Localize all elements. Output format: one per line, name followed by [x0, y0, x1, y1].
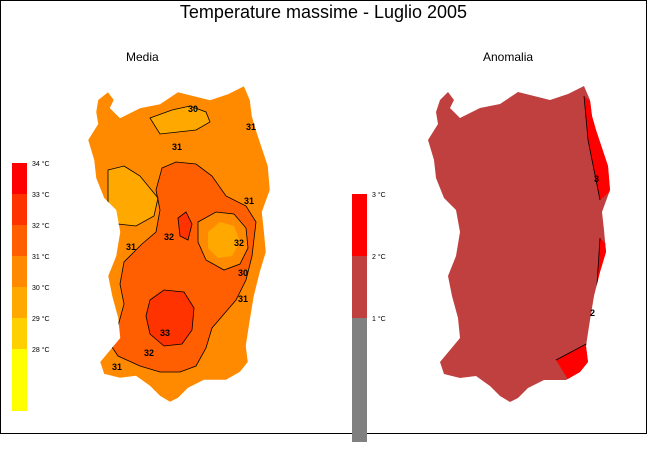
contour-label: 30: [188, 104, 198, 114]
contour-label: 31: [112, 362, 122, 372]
legend-swatch: [352, 380, 367, 442]
legend-label: 33 °C: [32, 191, 50, 199]
anomalia-legend: 3 °C 2 °C 1 °C: [352, 191, 386, 442]
legend-swatch: [12, 256, 27, 287]
media-panel-label: Media: [126, 50, 159, 64]
legend-label: 1 °C: [372, 315, 386, 323]
contour-label: 33: [160, 328, 170, 338]
contour-label: 31: [244, 196, 254, 206]
legend-label: 31 °C: [32, 253, 50, 261]
zone-33-center: [178, 212, 192, 240]
anomalia-map: 3 2: [428, 86, 610, 402]
contour-label: 31: [246, 122, 256, 132]
contour-label: 31: [126, 242, 136, 252]
contour-label: 32: [234, 238, 244, 248]
legend-swatch: [352, 194, 367, 256]
legend-label: 34 °C: [32, 160, 50, 168]
media-island-outline: [87, 85, 271, 403]
zone-33: [146, 290, 194, 346]
media-contour-lines: [107, 105, 257, 373]
media-map: 30 31 31 32 31 32 30 31 33 32 31 31: [87, 85, 271, 403]
anomalia-panel-label: Anomalia: [483, 50, 534, 64]
legend-swatch: [352, 256, 367, 318]
legend-label: 3 °C: [372, 191, 386, 199]
zone-30-north: [150, 106, 210, 134]
zone-30-east: [208, 222, 240, 258]
contour-label: 30: [238, 268, 248, 278]
legend-swatch: [12, 163, 27, 194]
legend-label: 28 °C: [32, 346, 50, 354]
contour-label: 3: [594, 174, 599, 184]
contour-label: 2: [590, 308, 595, 318]
contour-label: 31: [238, 294, 248, 304]
legend-swatch: [352, 318, 367, 380]
legend-label: 30 °C: [32, 284, 50, 292]
legend-swatch: [12, 287, 27, 318]
legend-swatch: [12, 318, 27, 349]
legend-swatch: [12, 225, 27, 256]
zone-30-west: [108, 166, 158, 226]
legend-label: 2 °C: [372, 253, 386, 261]
media-contour-labels: 30 31 31 32 31 32 30 31 33 32 31 31: [112, 104, 256, 372]
contour-label: 32: [164, 232, 174, 242]
legend-label: 32 °C: [32, 222, 50, 230]
media-legend: 34 °C 33 °C 32 °C 31 °C 30 °C 29 °C 28 °C: [12, 160, 50, 411]
legend-swatch: [12, 380, 27, 411]
legend-label: 29 °C: [32, 315, 50, 323]
legend-swatch: [12, 349, 27, 380]
contour-label: 32: [144, 348, 154, 358]
map-title: Temperature massime - Luglio 2005: [179, 2, 468, 22]
zone-3-northeast: [584, 96, 610, 200]
contour-label: 31: [172, 142, 182, 152]
legend-swatch: [12, 194, 27, 225]
